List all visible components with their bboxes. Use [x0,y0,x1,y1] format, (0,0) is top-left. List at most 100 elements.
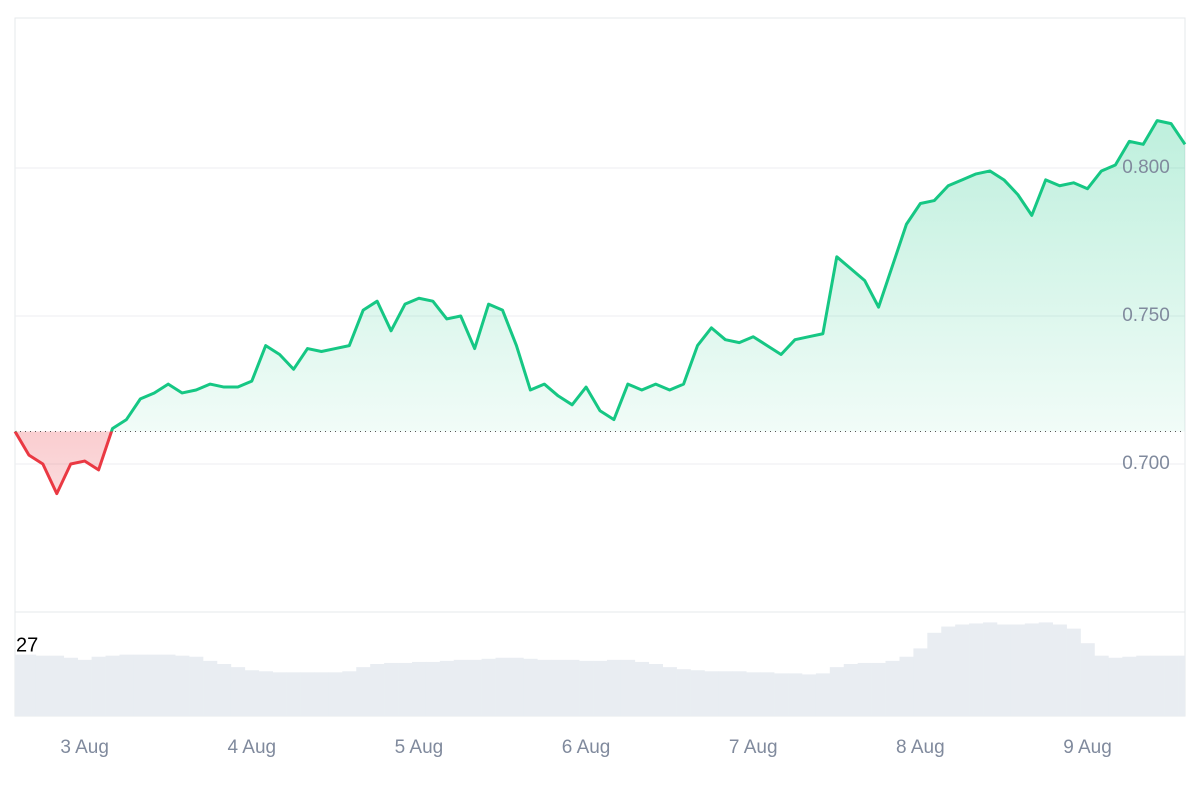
volume-bar [1024,623,1040,716]
volume-bar [955,624,970,716]
x-tick-label: 6 Aug [562,737,611,758]
volume-bar [648,664,663,716]
x-tick-label: 8 Aug [896,737,945,758]
volume-bar [411,661,427,716]
volume-bar [105,655,120,716]
y-tick-label: 0.700 [1122,453,1170,474]
volume-bar [871,662,886,716]
volume-bar [829,667,845,716]
volume-bar [286,672,301,716]
volume-bar [21,654,37,716]
volume-bar [398,662,413,716]
volume-label: 27 [16,634,38,656]
price-area [15,120,1185,494]
volume-bar [857,662,872,716]
volume-bar [746,672,761,716]
volume-bar [1066,628,1081,716]
volume-bar [801,674,817,716]
volume-bar [1150,655,1165,716]
volume-bar [1122,656,1137,716]
volume-bar [161,654,176,716]
volume-bar [537,659,552,716]
volume-bar [63,657,78,716]
volume-bar [1094,655,1109,716]
volume-bar [634,661,650,716]
volume-bar [1136,655,1151,716]
volume-bar [216,664,232,716]
x-tick-label: 3 Aug [60,737,109,758]
volume-bar [495,657,510,716]
volume-bar [1108,657,1123,716]
volume-bar [983,622,998,716]
volume-bar [885,660,900,716]
volume-bar [996,624,1012,716]
volume-bar [230,667,246,716]
volume-bar [760,672,775,716]
volume-bar [425,661,441,716]
volume-bar [1164,655,1179,716]
volume-bar [662,667,677,716]
volume-bar [203,660,218,716]
volume-bar [523,658,538,716]
volume-bar [77,659,92,716]
y-tick-label: 0.750 [1122,305,1170,326]
volume-bar [189,656,204,716]
volume-bar [49,655,65,716]
volume-bar [439,660,455,716]
volume-bar [1080,643,1095,716]
volume-bar [941,626,956,716]
volume-bar [384,662,399,716]
volume-bar [927,632,942,716]
volume-bar [843,664,858,716]
volume-bar [718,671,733,716]
volume-bar [272,672,287,716]
volume-bar [342,671,357,716]
volume-bar [690,670,705,716]
volume-bar [370,664,385,716]
volume-bar [565,659,580,716]
volume-bar [147,654,162,716]
volume-bar [300,672,315,716]
volume-bar [91,656,106,716]
volume-bar [704,671,719,716]
volume-bar [15,654,23,716]
volume-bar [314,672,329,716]
volume-bar [356,667,371,716]
price-line [13,119,1187,496]
volume-bar [774,673,789,716]
volume-bar [1038,622,1053,716]
volume-bars [15,622,1185,716]
x-tick-label: 9 Aug [1063,737,1112,758]
volume-bar [244,670,260,716]
volume-bar [551,659,566,716]
volume-bar [119,654,134,716]
volume-bar [481,658,496,716]
volume-bar [328,672,343,716]
volume-bar [815,673,831,716]
volume-bar [620,659,636,716]
volume-bar [35,655,51,716]
volume-bar [1010,624,1026,716]
volume-bar [899,656,914,716]
x-tick-label: 4 Aug [227,737,276,758]
volume-bar [969,623,984,716]
volume-bar [509,657,524,716]
x-tick-label: 7 Aug [729,737,778,758]
volume-bar [606,659,622,716]
volume-bar [467,659,482,716]
volume-bar [732,671,747,716]
volume-bar [133,654,148,716]
volume-bar [1052,624,1067,716]
volume-bar [913,648,928,716]
volume-bar [1178,655,1185,716]
volume-bar [175,655,190,716]
volume-bar [676,669,691,716]
volume-bar [258,671,273,716]
volume-bar [593,660,608,716]
volume-bar [579,660,594,716]
volume-bar [453,659,468,716]
y-tick-label: 0.800 [1122,157,1170,178]
volume-bar [788,673,803,716]
